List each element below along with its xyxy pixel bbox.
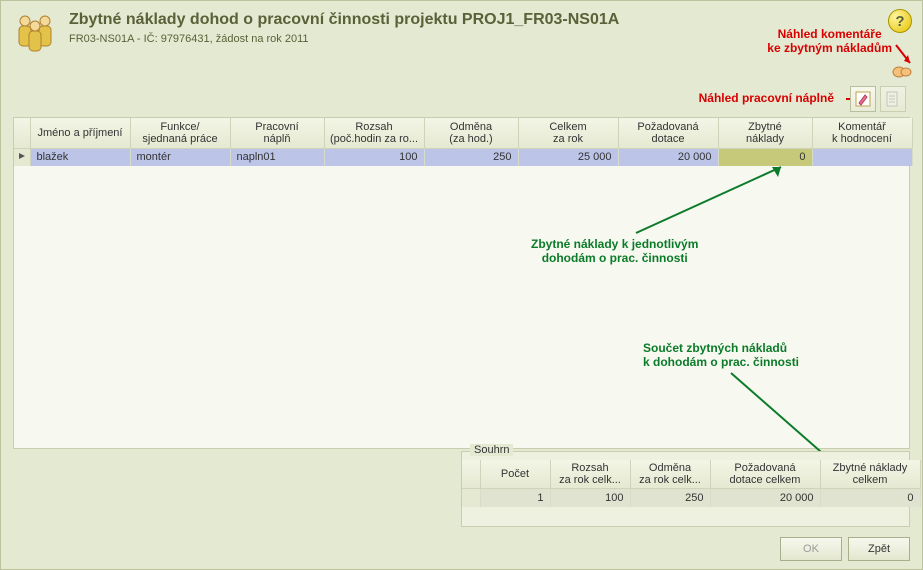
summary-cell: 0 bbox=[820, 489, 920, 507]
summary-cell: 100 bbox=[550, 489, 630, 507]
table-cell[interactable]: 20 000 bbox=[618, 148, 718, 166]
page-subtitle: FR03-NS01A - IČ: 97976431, žádost na rok… bbox=[69, 33, 882, 45]
summary-header: Počet bbox=[480, 460, 550, 489]
summary-cell: 250 bbox=[630, 489, 710, 507]
page-title: Zbytné náklady dohod o pracovní činnosti… bbox=[69, 11, 882, 29]
table-cell[interactable]: blažek bbox=[30, 148, 130, 166]
table-cell[interactable]: 250 bbox=[424, 148, 518, 166]
header: Zbytné náklady dohod o pracovní činnosti… bbox=[1, 1, 922, 61]
summary-header: Rozsah za rok celk... bbox=[550, 460, 630, 489]
doc-button bbox=[880, 86, 906, 112]
grid-header[interactable]: Jméno a příjmení bbox=[30, 118, 130, 148]
summary-cell: 20 000 bbox=[710, 489, 820, 507]
header-text: Zbytné náklady dohod o pracovní činnosti… bbox=[69, 9, 882, 45]
summary-panel: Souhrn PočetRozsah za rok celk...Odměna … bbox=[461, 451, 910, 527]
summary-header: Odměna za rok celk... bbox=[630, 460, 710, 489]
summary-header: Požadovaná dotace celkem bbox=[710, 460, 820, 489]
grid-header[interactable]: Pracovní náplň bbox=[230, 118, 324, 148]
grid-header[interactable]: Funkce/ sjednaná práce bbox=[130, 118, 230, 148]
toolbar bbox=[850, 86, 906, 112]
table-cell[interactable]: napln01 bbox=[230, 148, 324, 166]
footer: OK Zpět bbox=[780, 537, 910, 561]
table-cell[interactable]: 0 bbox=[718, 148, 812, 166]
window: Zbytné náklady dohod o pracovní činnosti… bbox=[0, 0, 923, 570]
help-icon[interactable]: ? bbox=[888, 9, 912, 33]
grid-header[interactable]: Celkem za rok bbox=[518, 118, 618, 148]
grid-header[interactable]: Požadovaná dotace bbox=[618, 118, 718, 148]
people-icon bbox=[11, 9, 59, 57]
edit-napln-button[interactable] bbox=[850, 86, 876, 112]
summary-cell: 1 bbox=[480, 489, 550, 507]
comment-side-icon[interactable] bbox=[890, 63, 914, 81]
table-row[interactable]: blažekmontérnapln0110025025 00020 0000 bbox=[14, 148, 912, 166]
table-cell[interactable]: montér bbox=[130, 148, 230, 166]
table-cell[interactable]: 100 bbox=[324, 148, 424, 166]
back-button[interactable]: Zpět bbox=[848, 537, 910, 561]
table-cell[interactable]: 25 000 bbox=[518, 148, 618, 166]
grid-header[interactable]: Rozsah (poč.hodin za ro... bbox=[324, 118, 424, 148]
summary-header: Zbytné náklady celkem bbox=[820, 460, 920, 489]
main-grid[interactable]: Jméno a příjmeníFunkce/ sjednaná prácePr… bbox=[13, 117, 910, 449]
summary-title: Souhrn bbox=[470, 444, 513, 456]
ok-button: OK bbox=[780, 537, 842, 561]
grid-header[interactable]: Odměna (za hod.) bbox=[424, 118, 518, 148]
table-cell[interactable] bbox=[812, 148, 912, 166]
grid-header[interactable]: Komentář k hodnocení bbox=[812, 118, 912, 148]
summary-row: 110025020 0000 bbox=[462, 489, 920, 507]
grid-header[interactable]: Zbytné náklady bbox=[718, 118, 812, 148]
annotation-napln-preview: Náhled pracovní náplně bbox=[699, 91, 834, 105]
